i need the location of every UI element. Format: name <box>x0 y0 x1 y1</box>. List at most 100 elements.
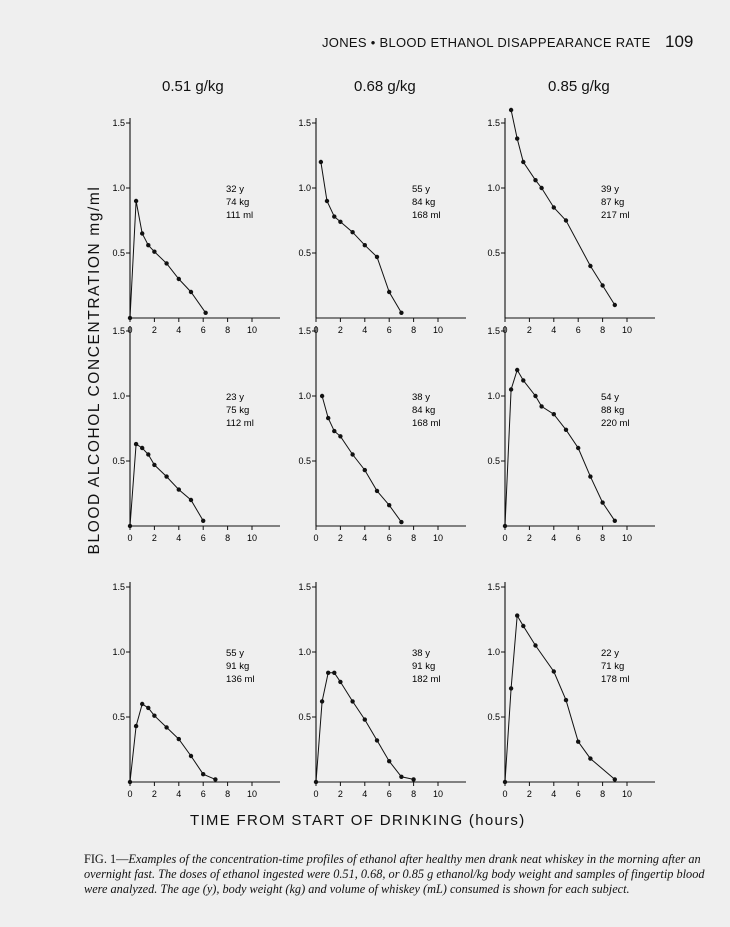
panel-1-data-point <box>133 198 139 204</box>
x-axis-label: TIME FROM START OF DRINKING (hours) <box>190 812 526 829</box>
panel-7-data-point <box>146 705 151 711</box>
panel-4-subject-info: 23 y <box>226 392 244 403</box>
panel-2-x-tick-label: 4 <box>362 325 367 335</box>
panel-7-x-tick-label: 2 <box>152 789 157 799</box>
panel-8-x-tick-label: 2 <box>338 789 343 799</box>
panel-8-data-point <box>319 699 325 704</box>
panel-4-y-tick-label: 1.5 <box>112 326 125 336</box>
panel-8-x-tick-label: 10 <box>433 789 443 799</box>
panel-9-data-point <box>563 697 569 703</box>
panel-8-data-point <box>399 774 404 779</box>
panel-3-data-point <box>508 107 514 113</box>
panel-9-data-point <box>533 643 538 648</box>
panel-6-data-point <box>508 387 514 392</box>
panel-1-x-tick-label: 2 <box>152 325 157 335</box>
panel-6-data-point <box>576 445 581 451</box>
panel-7-data-point <box>164 725 169 730</box>
panel-9-data-point <box>551 669 556 674</box>
panel-5-data-point <box>374 488 380 494</box>
panel-2-x-tick-label: 2 <box>338 325 343 335</box>
panel-3-x-tick-label: 6 <box>576 325 581 335</box>
panel-7-data-point <box>176 736 181 742</box>
panel-9-y-tick-label: 1.5 <box>487 582 500 592</box>
panel-6-subject-info: 54 y <box>601 392 619 403</box>
panel-7-data-point <box>213 777 218 782</box>
panel-6-x-tick-label: 10 <box>622 533 632 543</box>
dose-label-col3: 0.85 g/kg <box>548 78 610 95</box>
panel-7-data-point <box>140 701 145 707</box>
panel-5-data-point <box>326 415 331 421</box>
panel-3-x-tick-label: 2 <box>527 325 532 335</box>
panel-3-y-tick-label: 0.5 <box>487 248 500 258</box>
panel-3-data-point <box>563 218 569 223</box>
panel-7-data-point <box>127 779 133 785</box>
panel-1-data-point <box>164 261 169 266</box>
panel-5-x-tick-label: 6 <box>387 533 392 543</box>
panel-5-subject-info: 168 ml <box>412 418 441 429</box>
panel-7-data-point <box>188 753 194 759</box>
panel-1-x-tick-label: 10 <box>247 325 257 335</box>
panel-2-data-point <box>350 230 355 235</box>
panel-1-y-tick-label: 1.5 <box>112 118 125 128</box>
panel-1-data-point <box>152 249 157 254</box>
panel-9-data-point <box>576 739 581 744</box>
panel-9-subject-info: 178 ml <box>601 674 630 685</box>
panel-3-x-tick-label: 10 <box>622 325 632 335</box>
panel-3-data-point <box>551 205 556 210</box>
panel-4-subject-info: 112 ml <box>226 418 254 429</box>
panel-1-data-point <box>127 315 133 321</box>
page-number: 109 <box>665 32 694 51</box>
panel-8-data-point <box>362 717 367 722</box>
panel-3-y-tick-label: 1.5 <box>487 118 500 128</box>
panel-2-data-point <box>387 289 392 295</box>
panel-2-y-tick-label: 1.5 <box>298 118 311 128</box>
panel-2-data-point <box>374 254 380 260</box>
panel-1-subject-info: 111 ml <box>226 210 253 221</box>
panel-2-data-point <box>332 214 337 219</box>
panel-6-y-tick-label: 0.5 <box>487 456 500 466</box>
panel-4-data-point <box>188 497 194 503</box>
panel-1-y-tick-label: 1.0 <box>112 183 125 193</box>
panel-7-data-point <box>152 713 157 718</box>
panel-2-subject-info: 84 kg <box>412 197 435 208</box>
figure-caption: FIG. 1—Examples of the concentration-tim… <box>84 852 714 897</box>
panel-8-data-point <box>374 738 380 743</box>
panel-5-x-tick-label: 10 <box>433 533 443 543</box>
panel-9-subject-info: 71 kg <box>601 661 624 672</box>
panel-6-data-point <box>539 404 544 409</box>
panel-1-data-point <box>203 310 208 315</box>
panel-5-data-point <box>387 503 392 508</box>
panel-4-curve <box>129 443 204 527</box>
panel-8-data-point <box>313 779 319 785</box>
panel-2-data-point <box>318 159 324 165</box>
panel-8-y-tick-label: 1.0 <box>298 647 311 657</box>
panel-8-data-point <box>387 759 392 764</box>
panel-9-x-tick-label: 10 <box>622 789 632 799</box>
panel-7-data-point <box>201 772 206 777</box>
panel-6-x-tick-label: 2 <box>527 533 532 543</box>
panel-3-subject-info: 217 ml <box>601 210 630 221</box>
panel-4-y-tick-label: 1.0 <box>112 391 125 401</box>
panel-3-curve <box>510 109 616 306</box>
panel-8-data-point <box>326 670 331 675</box>
panel-3-data-point <box>533 178 538 183</box>
panel-9-curve <box>504 613 616 783</box>
panel-8-data-point <box>411 777 416 782</box>
panel-6-x-tick-label: 8 <box>600 533 605 543</box>
figure-number: FIG. 1— <box>84 852 129 866</box>
panel-8-y-tick-label: 0.5 <box>298 712 311 722</box>
panel-5-x-tick-label: 2 <box>338 533 343 543</box>
panel-9-x-tick-label: 0 <box>502 789 507 799</box>
panel-9-y-tick-label: 0.5 <box>487 712 500 722</box>
panel-2-subject-info: 168 ml <box>412 210 441 221</box>
panel-9-data-point <box>508 686 514 691</box>
panel-5-data-point <box>338 434 343 439</box>
panel-5-y-tick-label: 0.5 <box>298 456 311 466</box>
panel-8-subject-info: 91 kg <box>412 661 435 672</box>
panel-9-data-point <box>515 613 520 618</box>
panel-4-data-point <box>140 445 145 451</box>
panel-1-subject-info: 32 y <box>226 184 244 195</box>
panel-4-x-tick-label: 10 <box>247 533 257 543</box>
panel-2-data-point <box>324 198 330 204</box>
panel-7-curve <box>129 703 216 783</box>
